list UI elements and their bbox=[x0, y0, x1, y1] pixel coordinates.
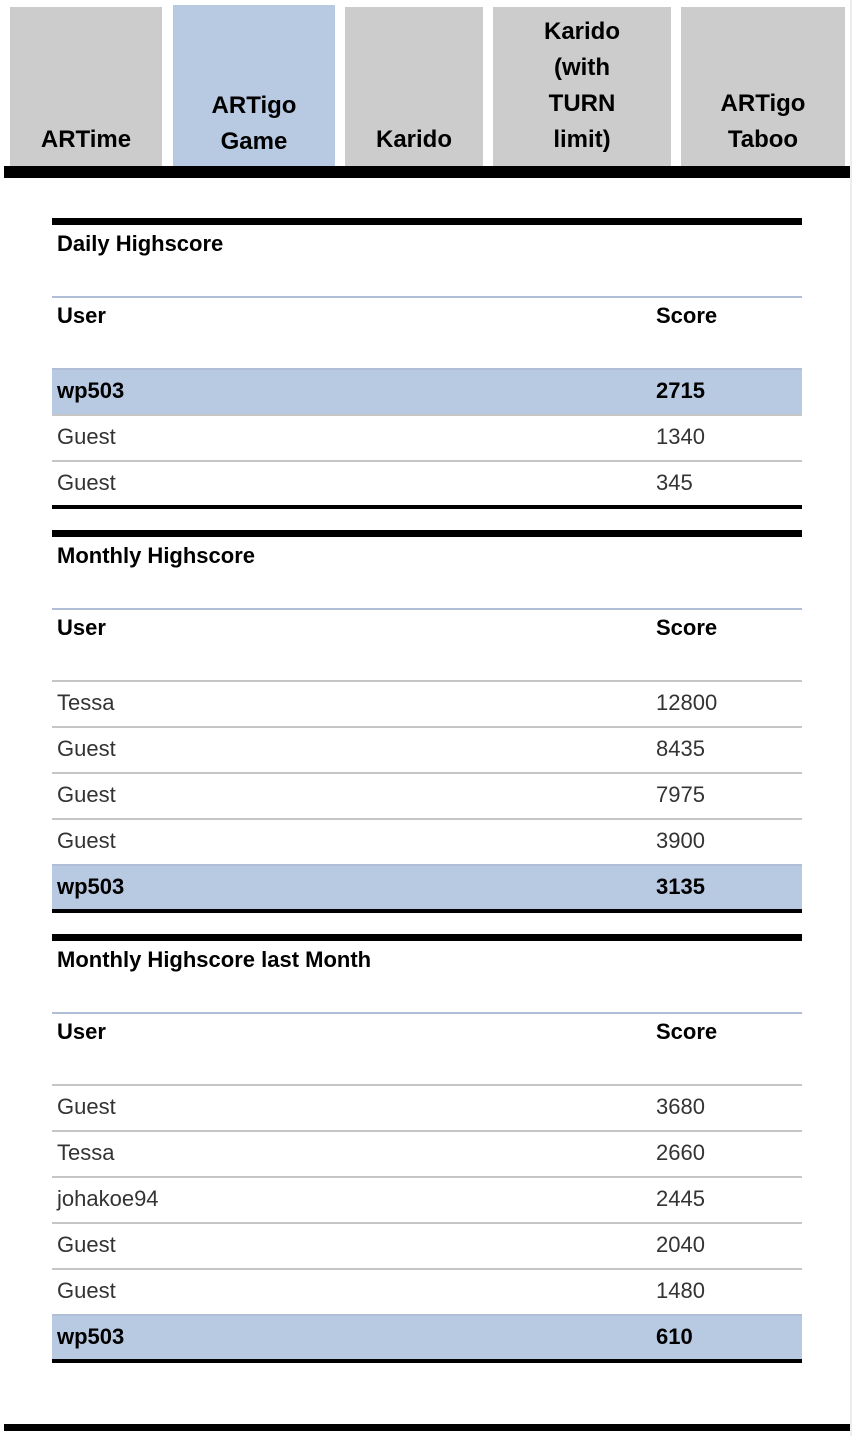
user-cell: wp503 bbox=[57, 874, 125, 899]
table-row: wp503 2715 bbox=[52, 368, 802, 414]
tab-artigo-taboo[interactable]: ARTigo Taboo bbox=[681, 7, 845, 166]
table-row: wp503 610 bbox=[52, 1314, 802, 1360]
row-divider bbox=[52, 1176, 802, 1178]
row-divider bbox=[52, 772, 802, 774]
tab-label: Karido bbox=[543, 18, 620, 45]
row-divider bbox=[52, 864, 802, 866]
user-cell: wp503 bbox=[57, 1324, 125, 1349]
table-title: Monthly Highscore last Month bbox=[57, 947, 372, 972]
tab-label: (with bbox=[554, 54, 610, 81]
score-cell: 3900 bbox=[656, 828, 705, 853]
table-row: Guest 3680 bbox=[52, 1084, 802, 1130]
tab-label: TURN bbox=[548, 90, 616, 117]
row-divider bbox=[52, 818, 802, 820]
header-divider bbox=[52, 296, 802, 298]
tab-label: ARTigo bbox=[211, 92, 297, 119]
column-header-score: Score bbox=[656, 303, 718, 328]
table-row: Guest 7975 bbox=[52, 772, 802, 818]
footer-divider bbox=[4, 1424, 850, 1431]
tabbar-divider bbox=[4, 166, 850, 178]
game-tabs: ARTime ARTigo Game Karido Karido (with T… bbox=[0, 0, 852, 166]
user-cell: Guest bbox=[57, 1094, 116, 1119]
header-divider bbox=[52, 608, 802, 610]
user-cell: Tessa bbox=[57, 690, 115, 715]
tab-label: ARTime bbox=[40, 126, 132, 153]
table-row: Guest 3900 bbox=[52, 818, 802, 864]
score-cell: 2715 bbox=[656, 378, 705, 403]
table-bottom-border bbox=[52, 1359, 802, 1363]
monthly-highscore-table: Monthly Highscore User Score Tessa 12800… bbox=[52, 530, 802, 916]
user-cell: Guest bbox=[57, 782, 116, 807]
user-cell: wp503 bbox=[57, 378, 125, 403]
score-cell: 1480 bbox=[656, 1278, 705, 1303]
table-title: Monthly Highscore bbox=[57, 543, 256, 568]
row-divider bbox=[52, 460, 802, 462]
row-divider bbox=[52, 1084, 802, 1086]
column-header-user: User bbox=[57, 615, 106, 640]
score-cell: 3135 bbox=[656, 874, 705, 899]
table-row: Guest 2040 bbox=[52, 1222, 802, 1268]
row-divider bbox=[52, 726, 802, 728]
tab-label: Game bbox=[220, 128, 288, 155]
score-cell: 610 bbox=[656, 1324, 693, 1349]
row-divider bbox=[52, 1222, 802, 1224]
column-header-user: User bbox=[57, 303, 106, 328]
row-divider bbox=[52, 414, 802, 416]
window-edge bbox=[850, 0, 852, 1436]
column-header-score: Score bbox=[656, 1019, 718, 1044]
user-cell: Guest bbox=[57, 736, 116, 761]
row-divider bbox=[52, 1130, 802, 1132]
table-bottom-border bbox=[52, 909, 802, 913]
tab-artime[interactable]: ARTime bbox=[10, 7, 162, 166]
last-month-highscore-table: Monthly Highscore last Month User Score … bbox=[52, 934, 802, 1366]
table-row: Guest 8435 bbox=[52, 726, 802, 772]
score-cell: 345 bbox=[656, 470, 693, 495]
score-cell: 8435 bbox=[656, 736, 705, 761]
user-cell: johakoe94 bbox=[57, 1186, 159, 1211]
table-bottom-border bbox=[52, 505, 802, 509]
table-row: Guest 345 bbox=[52, 460, 802, 506]
user-cell: Guest bbox=[57, 828, 116, 853]
score-cell: 12800 bbox=[656, 690, 718, 715]
table-row: Guest 1340 bbox=[52, 414, 802, 460]
user-cell: Guest bbox=[57, 470, 116, 495]
score-cell: 2660 bbox=[656, 1140, 705, 1165]
tab-karido-turn-limit[interactable]: Karido (with TURN limit) bbox=[493, 7, 671, 166]
tab-label: limit) bbox=[553, 126, 611, 153]
row-divider bbox=[52, 680, 802, 682]
table-title: Daily Highscore bbox=[57, 231, 224, 256]
column-header-score: Score bbox=[656, 615, 718, 640]
score-cell: 2040 bbox=[656, 1232, 705, 1257]
tab-artigo-game[interactable]: ARTigo Game bbox=[173, 5, 335, 166]
user-cell: Guest bbox=[57, 1278, 116, 1303]
user-cell: Guest bbox=[57, 424, 116, 449]
table-top-border bbox=[52, 218, 802, 225]
tab-label: Karido bbox=[375, 126, 452, 153]
score-cell: 2445 bbox=[656, 1186, 705, 1211]
user-cell: Guest bbox=[57, 1232, 116, 1257]
daily-highscore-table: Daily Highscore User Score wp503 2715 Gu… bbox=[52, 218, 802, 510]
column-header-user: User bbox=[57, 1019, 106, 1044]
row-divider bbox=[52, 1268, 802, 1270]
table-row: johakoe94 2445 bbox=[52, 1176, 802, 1222]
header-divider bbox=[52, 1012, 802, 1014]
row-divider bbox=[52, 1314, 802, 1316]
tab-label: ARTigo bbox=[720, 90, 806, 117]
score-cell: 7975 bbox=[656, 782, 705, 807]
table-row: Tessa 12800 bbox=[52, 680, 802, 726]
table-row: wp503 3135 bbox=[52, 864, 802, 910]
user-cell: Tessa bbox=[57, 1140, 115, 1165]
tab-label: Taboo bbox=[727, 126, 799, 153]
table-top-border bbox=[52, 530, 802, 537]
table-top-border bbox=[52, 934, 802, 941]
score-cell: 1340 bbox=[656, 424, 705, 449]
row-divider bbox=[52, 368, 802, 370]
table-row: Guest 1480 bbox=[52, 1268, 802, 1314]
table-row: Tessa 2660 bbox=[52, 1130, 802, 1176]
tab-karido[interactable]: Karido bbox=[345, 7, 483, 166]
score-cell: 3680 bbox=[656, 1094, 705, 1119]
